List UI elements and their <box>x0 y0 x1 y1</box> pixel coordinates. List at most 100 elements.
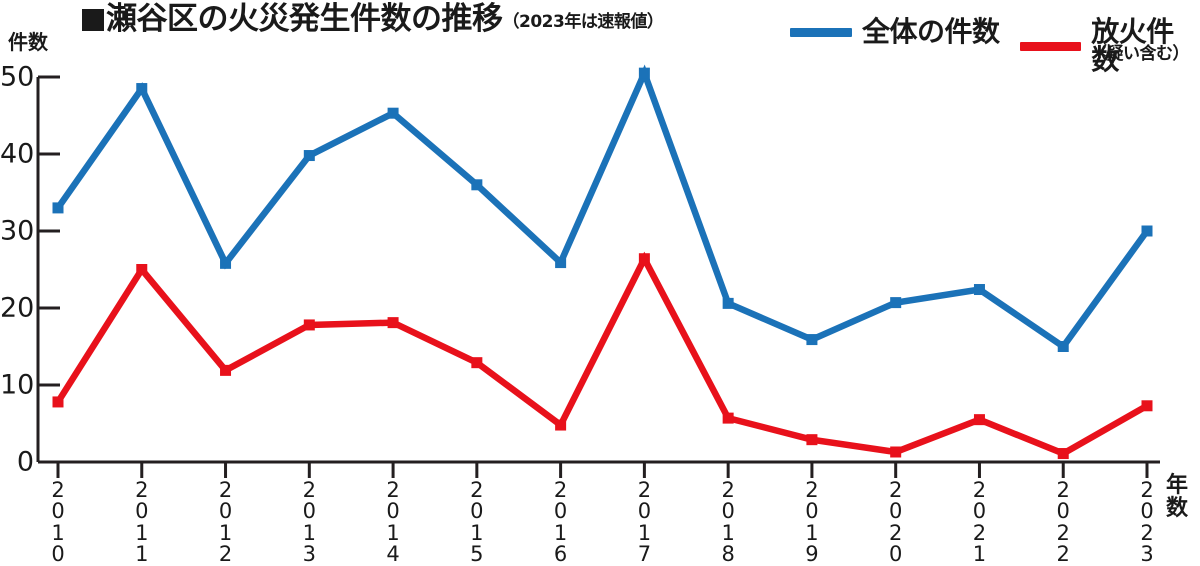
x-tick-digit: 2 <box>1140 478 1154 502</box>
data-point-marker <box>555 257 567 269</box>
x-tick-digit: 2 <box>805 478 819 502</box>
chart-subtitle: （2023年は速報値） <box>502 12 664 32</box>
data-point-marker <box>638 253 650 265</box>
x-tick-digit: 2 <box>972 478 987 502</box>
data-point-marker <box>471 357 483 369</box>
data-point-marker <box>890 446 902 458</box>
series-line <box>55 64 1150 351</box>
x-tick-digit: 0 <box>470 499 484 524</box>
x-tick-digit: 2 <box>218 478 233 502</box>
x-tick-digit: 0 <box>51 499 65 524</box>
x-tick-digit: 2 <box>1056 520 1070 545</box>
data-point-marker <box>387 107 399 119</box>
y-tick-label: 10 <box>0 369 35 401</box>
data-point-marker <box>387 317 399 329</box>
data-point-marker <box>722 297 734 309</box>
chart-header: 件数 瀬谷区の火災発生件数の推移 （2023年は速報値） 全体の件数 放火件数 … <box>0 0 1200 74</box>
y-tick-label: 0 <box>16 446 34 478</box>
series-line <box>55 251 1149 458</box>
legend-swatch-arson-icon <box>1020 41 1082 51</box>
data-point-marker <box>471 179 483 191</box>
x-tick-digit: 2 <box>721 478 735 502</box>
x-tick-digit: 2 <box>386 478 400 502</box>
x-tick-digit: 0 <box>972 499 987 524</box>
x-axis-title-line1: 年 <box>1165 473 1188 498</box>
x-tick-digit: 1 <box>302 520 316 545</box>
data-point-marker <box>52 396 64 408</box>
legend-label-overall: 全体の件数 <box>862 15 1000 48</box>
page-title: 瀬谷区の火災発生件数の推移 <box>106 1 503 37</box>
data-point-marker <box>220 257 232 269</box>
x-tick-digit: 0 <box>1140 499 1154 524</box>
chart-legend: 全体の件数 放火件数 （疑い含む） <box>790 2 1200 74</box>
y-axis-unit-label: 件数 <box>8 30 48 54</box>
x-tick-digit: 2 <box>889 520 903 545</box>
x-tick-digit: 0 <box>386 499 400 524</box>
x-tick-digit: 0 <box>889 499 903 524</box>
data-point-marker <box>1057 341 1069 352</box>
x-tick-digit: 1 <box>470 520 484 545</box>
x-tick-digit: 0 <box>637 499 652 524</box>
series-arson <box>52 251 1153 460</box>
legend-label-arson: 放火件数 <box>1091 15 1174 76</box>
title-square-marker-icon <box>82 9 104 31</box>
x-tick-digit: 0 <box>553 499 568 524</box>
x-tick-digit: 2 <box>302 478 316 502</box>
y-tick-label: 30 <box>0 215 35 247</box>
data-point-marker <box>806 434 818 446</box>
x-tick-digit: 2 <box>1140 520 1154 545</box>
data-series-layer <box>52 64 1153 460</box>
data-point-marker <box>303 319 315 331</box>
data-point-marker <box>303 150 315 162</box>
y-tick-label: 50 <box>0 61 35 93</box>
data-point-marker <box>638 67 650 79</box>
data-point-marker <box>973 284 985 296</box>
data-point-marker <box>890 297 902 309</box>
chart-title-group: 瀬谷区の火災発生件数の推移 （2023年は速報値） <box>82 1 664 37</box>
x-tick-digit: 1 <box>721 520 735 545</box>
x-tick-digit: 2 <box>553 478 568 502</box>
x-tick-digit: 0 <box>805 499 819 524</box>
x-tick-digit: 1 <box>386 520 400 545</box>
x-tick-digit: 1 <box>805 520 819 545</box>
x-tick-digit: 1 <box>51 520 65 545</box>
x-tick-digit: 2 <box>135 478 149 502</box>
x-tick-digit: 1 <box>218 520 233 545</box>
x-tick-digit: 2 <box>51 478 65 502</box>
x-tick-digit: 2 <box>1056 478 1070 502</box>
data-point-marker <box>973 414 985 426</box>
legend-item-arson: 放火件数 <box>1020 18 1200 74</box>
x-tick-digit: 2 <box>972 520 987 545</box>
data-point-marker <box>136 83 148 95</box>
y-tick-label: 40 <box>0 138 35 170</box>
x-tick-digit: 0 <box>218 499 233 524</box>
x-tick-digit: 0 <box>135 499 149 524</box>
data-point-marker <box>1057 448 1069 460</box>
x-tick-digit: 1 <box>637 520 652 545</box>
x-tick-digit: 0 <box>1056 499 1070 524</box>
data-point-marker <box>1141 400 1153 412</box>
series-overall <box>52 64 1153 352</box>
y-tick-label: 20 <box>0 292 35 324</box>
x-tick-digit: 1 <box>553 520 568 545</box>
x-tick-digit: 0 <box>721 499 735 524</box>
x-tick-digit: 2 <box>470 478 484 502</box>
data-point-marker <box>1141 225 1153 237</box>
legend-item-overall: 全体の件数 <box>790 18 1000 46</box>
x-tick-digit: 1 <box>135 520 149 545</box>
data-point-marker <box>722 412 734 424</box>
